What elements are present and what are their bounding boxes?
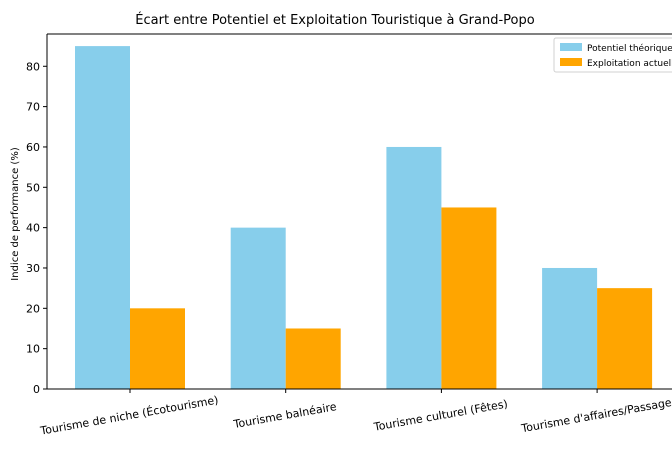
x-tick-label: Tourisme d'affaires/Passage (519, 396, 672, 435)
bar-potentiel-3 (386, 146, 442, 389)
bar-exploitation-1 (130, 308, 185, 389)
legend-box (553, 37, 672, 73)
y-tick-label: 50 (26, 181, 40, 194)
legend: Potentiel théorique Exploitation actuelle (553, 37, 672, 73)
x-tick-label: Tourisme de niche (Écotourisme) (38, 393, 219, 437)
legend-swatch-1 (560, 43, 582, 51)
bar-exploitation-2 (285, 328, 341, 389)
bar-potentiel-2 (230, 227, 286, 389)
y-axis-label: Indice de performance (%) (10, 147, 21, 281)
legend-label-2: Exploitation actuelle (587, 59, 672, 69)
bar-potentiel-1 (75, 46, 130, 390)
y-tick-label: 60 (26, 141, 40, 154)
y-tick-label: 20 (26, 302, 40, 315)
y-tick-label: 0 (33, 383, 40, 396)
bar-exploitation-3 (441, 207, 497, 389)
chart-title: Écart entre Potentiel et Exploitation To… (135, 12, 534, 28)
y-tick-label: 70 (26, 101, 40, 114)
y-tick-label: 10 (26, 343, 40, 356)
legend-label-1: Potentiel théorique (587, 43, 672, 54)
bar-exploitation-4 (597, 288, 653, 389)
x-tick-label: Tourisme balnéaire (232, 400, 338, 431)
y-tick-label: 80 (26, 60, 40, 73)
plot-area: 0 10 20 30 40 50 60 70 80 Tourisme de niche (Écot… (26, 33, 672, 438)
y-tick-label: 40 (26, 222, 40, 235)
bar-potentiel-4 (542, 267, 598, 389)
y-tick-label: 30 (26, 262, 40, 275)
x-tick-label: Tourisme culturel (Fêtes) (372, 397, 509, 434)
legend-swatch-2 (560, 58, 582, 66)
